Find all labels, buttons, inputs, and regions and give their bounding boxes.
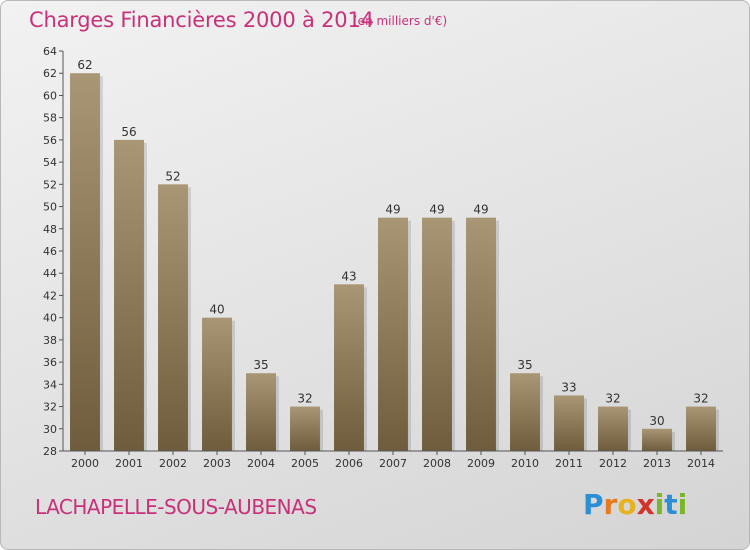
bar-value-label: 35 — [253, 358, 268, 372]
x-tick-label: 2012 — [599, 457, 627, 470]
bar — [554, 395, 584, 451]
x-tick-label: 2001 — [115, 457, 143, 470]
y-tick-label: 34 — [43, 378, 57, 391]
bar-value-label: 62 — [77, 58, 92, 72]
bar-value-label: 32 — [693, 392, 708, 406]
x-tick-label: 2005 — [291, 457, 319, 470]
bars: 62 56 52 40 35 32 43 49 49 49 35 33 32 30 32 — [70, 58, 719, 452]
y-tick-label: 50 — [43, 201, 57, 214]
y-tick-label: 64 — [43, 45, 57, 58]
y-tick-label: 42 — [43, 289, 57, 302]
x-tick-label: 2003 — [203, 457, 231, 470]
x-tick-label: 2002 — [159, 457, 187, 470]
bar — [422, 217, 452, 451]
bar — [290, 406, 320, 451]
y-tick-label: 40 — [43, 312, 57, 325]
bar-value-label: 43 — [341, 269, 356, 283]
x-tick-label: 2009 — [467, 457, 495, 470]
bar-value-label: 33 — [561, 380, 576, 394]
logo-letter: P — [583, 488, 604, 521]
commune-name: LACHAPELLE-SOUS-AUBENAS — [35, 495, 317, 519]
bar — [686, 406, 716, 451]
bar-value-label: 49 — [429, 203, 444, 217]
chart-unit: (en milliers d'€) — [353, 14, 448, 28]
bar-value-label: 56 — [121, 125, 136, 139]
bar — [114, 139, 144, 451]
y-tick-label: 58 — [43, 112, 57, 125]
bar — [246, 373, 276, 451]
logo-letter: x — [636, 488, 655, 521]
logo-letter: i — [654, 488, 665, 521]
y-tick-label: 30 — [43, 423, 57, 436]
y-tick-label: 62 — [43, 67, 57, 80]
bar-value-label: 49 — [473, 203, 488, 217]
x-axis: 2000 2001 2002 2003 2004 2005 2006 2007 2008 2009… — [63, 450, 723, 470]
y-tick-label: 46 — [43, 245, 57, 258]
y-tick-label: 28 — [43, 445, 57, 458]
bar — [642, 428, 672, 451]
bar-value-label: 35 — [517, 358, 532, 372]
logo-letter: i — [677, 488, 688, 521]
bar-value-label: 40 — [209, 303, 224, 317]
bar — [466, 217, 496, 451]
y-tick-label: 44 — [43, 267, 57, 280]
y-tick-label: 60 — [43, 89, 57, 102]
chart-title: Charges Financières 2000 à 2014 — [29, 8, 374, 32]
bar-value-label: 32 — [605, 392, 620, 406]
bar — [510, 373, 540, 451]
x-tick-label: 2014 — [687, 457, 715, 470]
x-tick-label: 2000 — [71, 457, 99, 470]
bar — [202, 317, 232, 451]
x-tick-label: 2008 — [423, 457, 451, 470]
y-tick-label: 52 — [43, 178, 57, 191]
x-tick-label: 2006 — [335, 457, 363, 470]
bar-value-label: 52 — [165, 169, 180, 183]
bar-value-label: 49 — [385, 203, 400, 217]
logo-letter: o — [617, 488, 637, 521]
y-tick-label: 38 — [43, 334, 57, 347]
logo-letter: r — [603, 488, 618, 521]
x-tick-label: 2013 — [643, 457, 671, 470]
bar — [378, 217, 408, 451]
y-tick-label: 32 — [43, 401, 57, 414]
x-tick-label: 2007 — [379, 457, 407, 470]
x-tick-label: 2011 — [555, 457, 583, 470]
y-tick-label: 56 — [43, 134, 57, 147]
y-axis: 28 30 32 34 36 38 40 42 44 46 48 50 52 54 56 58 60 62 64 — [43, 45, 64, 458]
y-tick-label: 48 — [43, 223, 57, 236]
x-tick-label: 2004 — [247, 457, 275, 470]
bar — [158, 184, 188, 452]
bar — [334, 284, 364, 451]
bar-value-label: 30 — [649, 414, 664, 428]
logo-letter: t — [664, 488, 678, 521]
x-tick-label: 2010 — [511, 457, 539, 470]
y-tick-label: 36 — [43, 356, 57, 369]
bar — [70, 73, 100, 451]
y-tick-label: 54 — [43, 156, 57, 169]
bar-value-label: 32 — [297, 392, 312, 406]
proxiti-logo: Proxiti — [583, 488, 687, 521]
bar — [598, 406, 628, 451]
